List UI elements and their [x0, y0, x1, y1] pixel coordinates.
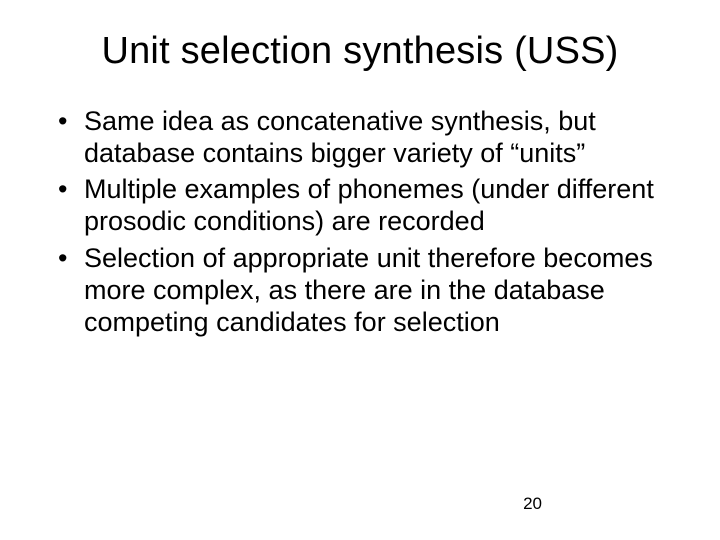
- bullet-item: Multiple examples of phonemes (under dif…: [58, 173, 680, 237]
- bullet-list: Same idea as concatenative synthesis, bu…: [40, 105, 680, 338]
- page-number: 20: [523, 494, 542, 514]
- slide-title: Unit selection synthesis (USS): [40, 30, 680, 73]
- slide: Unit selection synthesis (USS) Same idea…: [0, 0, 720, 540]
- bullet-item: Selection of appropriate unit therefore …: [58, 242, 680, 338]
- bullet-item: Same idea as concatenative synthesis, bu…: [58, 105, 680, 169]
